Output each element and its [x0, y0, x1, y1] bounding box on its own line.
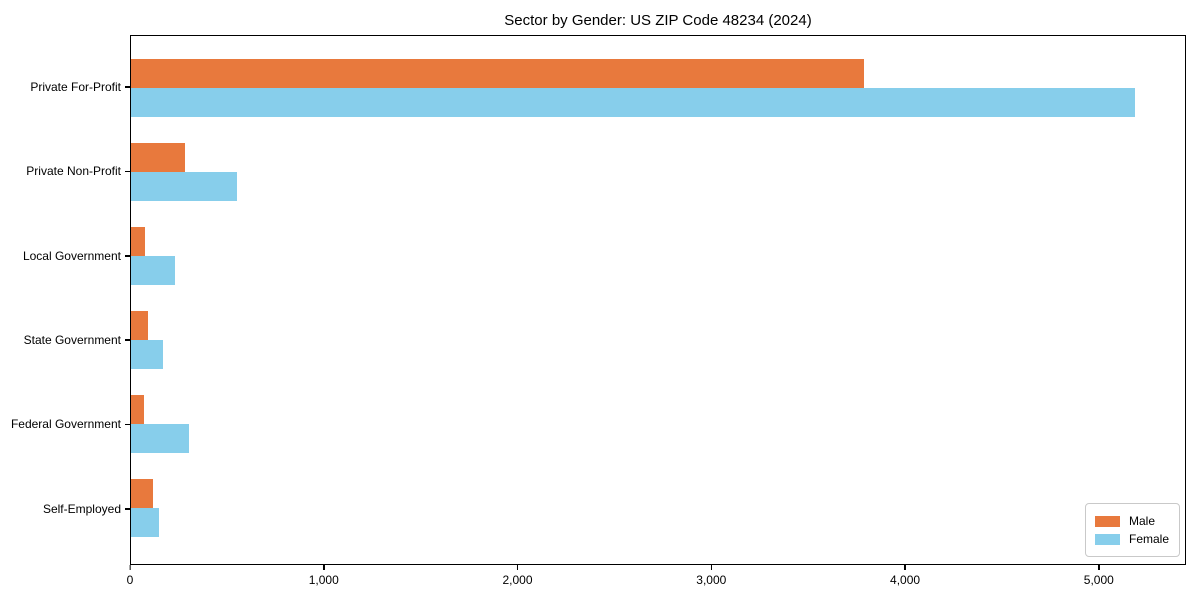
y-tick-mark: [125, 86, 130, 88]
bar-group-private-for-profit: [131, 46, 1185, 130]
bar-private-non-profit-male: [131, 143, 186, 172]
x-tick-mark: [1098, 565, 1100, 570]
y-label-row-private-non-profit: Private Non-Profit: [0, 129, 130, 213]
x-tick-mark: [516, 565, 519, 570]
y-label-row-federal-government: Federal Government: [0, 382, 130, 466]
bar-federal-government-male: [131, 395, 144, 424]
y-tick-mark: [125, 170, 130, 173]
bar-group-federal-government: [131, 382, 1185, 466]
legend-item-female: Female: [1094, 532, 1169, 546]
x-tick-0: 0: [126, 565, 134, 587]
x-tick-1000: 1,000: [309, 565, 339, 587]
legend-item-male: Male: [1094, 514, 1169, 528]
y-label-row-local-government: Local Government: [0, 214, 130, 298]
x-tick-mark: [323, 565, 325, 570]
x-tick-label-3000: 3,000: [696, 573, 727, 587]
bar-rows: [131, 46, 1185, 550]
legend-swatch-female: [1094, 533, 1120, 545]
x-tick-5000: 5,000: [1084, 565, 1114, 587]
bar-private-for-profit-male: [131, 59, 864, 88]
x-tick-label-4000: 4,000: [890, 573, 921, 587]
x-tick-label-5000: 5,000: [1083, 573, 1114, 587]
y-tick-mark: [125, 508, 130, 510]
y-label-row-self-employed: Self-Employed: [0, 467, 130, 551]
x-axis: 0 1,000 2,000 3,000 4,000 5,000: [126, 565, 1186, 597]
x-tick-4000: 4,000: [890, 565, 920, 587]
y-tick-mark: [125, 423, 130, 426]
bar-private-non-profit-female: [131, 172, 238, 201]
y-label-local-government: Local Government: [22, 248, 121, 263]
y-axis-labels: Private For-Profit Private Non-Profit Loca…: [0, 45, 130, 551]
y-tick-mark: [125, 339, 130, 341]
legend-swatch-male: [1094, 515, 1120, 527]
x-tick-2000: 2,000: [503, 565, 533, 587]
plot-area: Male Female: [130, 35, 1186, 565]
y-label-private-for-profit: Private For-Profit: [30, 80, 121, 95]
y-label-self-employed: Self-Employed: [42, 501, 121, 516]
y-label-row-private-for-profit: Private For-Profit: [0, 45, 130, 129]
bar-group-private-non-profit: [131, 130, 1185, 214]
bar-local-government-male: [131, 227, 145, 256]
bar-group-local-government: [131, 214, 1185, 298]
y-label-federal-government: Federal Government: [10, 417, 121, 432]
y-label-row-state-government: State Government: [0, 298, 130, 382]
bar-self-employed-male: [131, 479, 154, 508]
y-label-state-government: State Government: [23, 333, 121, 348]
x-tick-mark: [129, 565, 131, 570]
bar-state-government-female: [131, 340, 163, 369]
y-tick-mark: [125, 255, 130, 257]
y-label-private-non-profit: Private Non-Profit: [26, 164, 121, 179]
legend-label-female: Female: [1128, 532, 1169, 546]
bar-self-employed-female: [131, 508, 160, 537]
x-tick-mark: [710, 565, 713, 570]
x-tick-mark: [904, 565, 906, 570]
legend: Male Female: [1084, 503, 1180, 557]
chart-title: Sector by Gender: US ZIP Code 48234 (202…: [504, 12, 812, 29]
legend-label-male: Male: [1128, 514, 1155, 528]
bar-local-government-female: [131, 256, 175, 285]
x-tick-label-1000: 1,000: [308, 573, 339, 587]
bar-federal-government-female: [131, 424, 190, 453]
bar-group-self-employed: [131, 466, 1185, 550]
bar-group-state-government: [131, 298, 1185, 382]
x-tick-label-2000: 2,000: [502, 573, 533, 587]
bar-state-government-male: [131, 311, 149, 340]
x-tick-label-0: 0: [126, 573, 134, 587]
x-tick-3000: 3,000: [696, 565, 726, 587]
bar-private-for-profit-female: [131, 88, 1135, 117]
